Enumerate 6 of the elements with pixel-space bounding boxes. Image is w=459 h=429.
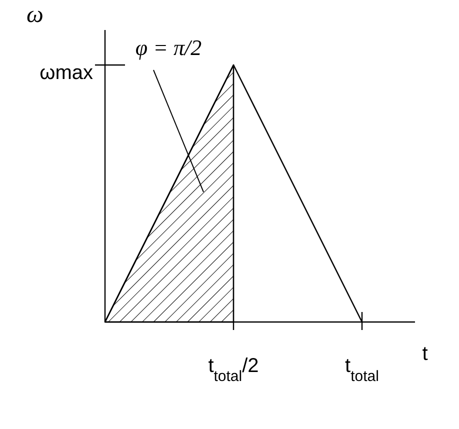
x-axis-title: t xyxy=(422,343,428,365)
x-tick-label: t$_{total}$/2 xyxy=(208,355,259,384)
text: φ = π/2 xyxy=(135,35,202,60)
text: ωmax xyxy=(40,62,93,84)
y-axis-title: ω xyxy=(26,2,44,28)
x-tick-label: t$_{total}$ xyxy=(345,355,379,384)
